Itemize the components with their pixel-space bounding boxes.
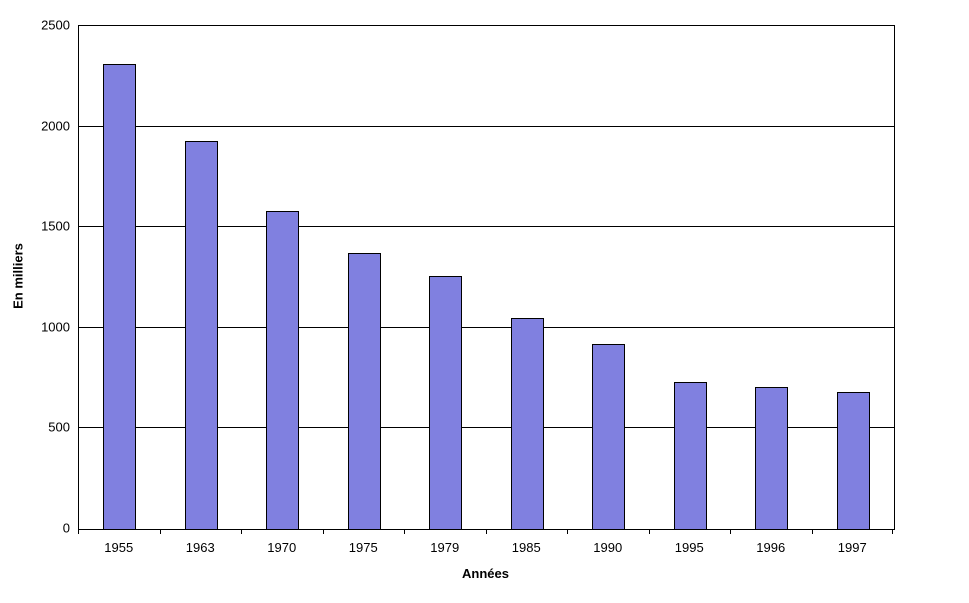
x-tick-mark <box>485 529 487 534</box>
x-tick-mark <box>811 529 813 534</box>
x-tick-label: 1975 <box>348 540 378 555</box>
bar-1970 <box>266 211 300 529</box>
y-tick-label: 2500 <box>41 17 70 33</box>
plot-area <box>78 25 895 530</box>
x-tick-mark <box>730 529 731 534</box>
bar-1990 <box>592 343 626 529</box>
bar-slot-1955 <box>79 26 161 529</box>
bar-series <box>79 26 894 529</box>
bar-slot-1970 <box>242 26 324 529</box>
bar-1963 <box>184 140 218 529</box>
bar-slot-1997 <box>813 26 895 529</box>
bar-1996 <box>755 387 789 529</box>
x-tick-label: 1990 <box>593 540 623 555</box>
x-tick-label: 1996 <box>756 540 786 555</box>
x-tick-label: 1997 <box>837 540 867 555</box>
bar-slot-1990 <box>568 26 650 529</box>
x-tick-mark <box>404 529 405 534</box>
gridlines <box>79 26 894 529</box>
bar-slot-1985 <box>487 26 569 529</box>
x-tick-mark <box>322 529 324 534</box>
x-tick-label: 1963 <box>185 540 215 555</box>
x-tick-label: 1955 <box>104 540 134 555</box>
x-tick-mark <box>567 529 568 534</box>
x-tick-mark <box>78 529 79 534</box>
gridline <box>79 427 894 429</box>
bar-1985 <box>510 317 544 529</box>
bar-slot-1996 <box>731 26 813 529</box>
bar-1955 <box>103 64 137 529</box>
y-tick-label: 0 <box>62 520 70 536</box>
x-tick-mark <box>892 529 893 534</box>
x-axis-tick-marks <box>78 529 893 534</box>
y-tick-label: 1000 <box>41 319 70 335</box>
x-tick-mark <box>241 529 242 534</box>
bar-slot-1963 <box>161 26 243 529</box>
x-tick-label: 1979 <box>430 540 460 555</box>
gridline <box>79 326 894 328</box>
y-axis-tick-labels: 0 500 1000 1500 2000 2500 <box>0 19 70 535</box>
y-tick-label: 2000 <box>41 118 70 134</box>
gridline <box>79 125 894 127</box>
bar-slot-1979 <box>405 26 487 529</box>
x-axis-tick-labels: 1955 1963 1970 1975 1979 1985 1990 1995 1996 1997 <box>78 540 893 555</box>
x-axis-title: Années <box>462 566 509 581</box>
bar-slot-1995 <box>650 26 732 529</box>
bar-1979 <box>429 275 463 529</box>
x-tick-label: 1970 <box>267 540 297 555</box>
bar-1997 <box>836 392 870 529</box>
x-tick-label: 1995 <box>674 540 704 555</box>
x-tick-mark <box>648 529 650 534</box>
bar-1975 <box>347 253 381 529</box>
y-tick-label: 1500 <box>41 218 70 234</box>
y-tick-label: 500 <box>48 419 70 435</box>
gridline <box>79 226 894 228</box>
bar-slot-1975 <box>324 26 406 529</box>
bar-1995 <box>673 382 707 529</box>
x-tick-mark <box>159 529 161 534</box>
x-tick-label: 1985 <box>511 540 541 555</box>
